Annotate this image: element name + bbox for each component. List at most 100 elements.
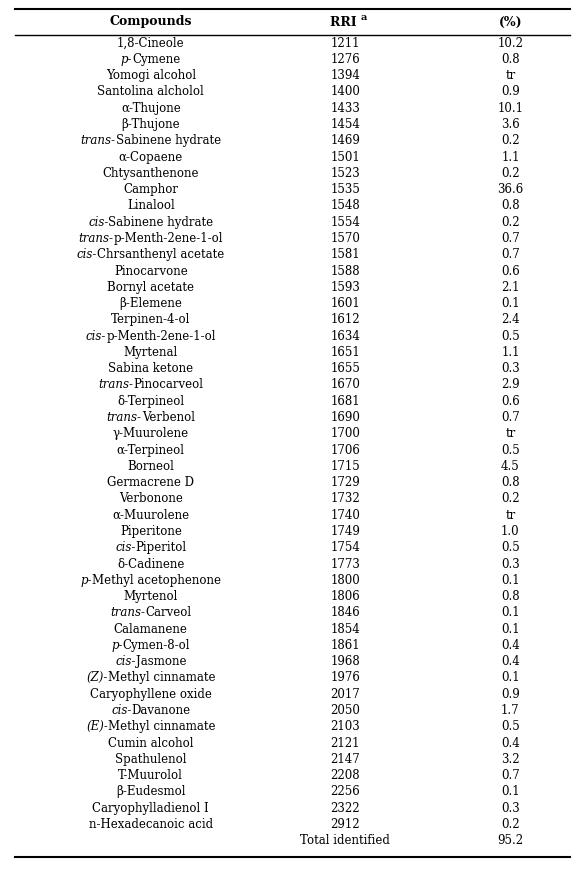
Text: 4.5: 4.5 [501,460,520,473]
Text: 1523: 1523 [330,167,360,180]
Text: 0.5: 0.5 [501,329,520,342]
Text: 1,8-Cineole: 1,8-Cineole [117,36,184,50]
Text: Pinocarveol: Pinocarveol [133,379,204,391]
Text: 0.2: 0.2 [501,135,520,148]
Text: 1211: 1211 [331,36,360,50]
Text: Methyl acetophenone: Methyl acetophenone [92,574,221,587]
Text: α-Thujone: α-Thujone [121,102,181,115]
Text: 0.8: 0.8 [501,53,520,66]
Text: 1400: 1400 [330,85,360,98]
Text: Piperitone: Piperitone [120,525,182,538]
Text: 2.9: 2.9 [501,379,520,391]
Text: 1.1: 1.1 [501,346,520,359]
Text: 2.4: 2.4 [501,314,520,327]
Text: 2147: 2147 [330,753,360,766]
Text: a: a [361,14,367,23]
Text: Myrtenal: Myrtenal [124,346,178,359]
Text: Jasmone: Jasmone [136,655,186,668]
Text: Linalool: Linalool [127,199,175,212]
Text: 0.8: 0.8 [501,476,520,489]
Text: cis-: cis- [115,655,136,668]
Text: Methyl cinnamate: Methyl cinnamate [108,672,215,685]
Text: 0.9: 0.9 [501,85,520,98]
Text: 1.0: 1.0 [501,525,520,538]
Text: Caryophylladienol I: Caryophylladienol I [92,802,209,814]
Text: Sabina ketone: Sabina ketone [108,362,193,375]
Text: tr: tr [505,508,516,521]
Text: 0.5: 0.5 [501,443,520,456]
Text: 1593: 1593 [330,281,360,294]
Text: 0.1: 0.1 [501,607,520,620]
Text: 1670: 1670 [330,379,360,391]
Text: 0.2: 0.2 [501,167,520,180]
Text: cis-: cis- [88,216,108,229]
Text: 1535: 1535 [330,183,360,196]
Text: 1.7: 1.7 [501,704,520,717]
Text: Cymen-8-ol: Cymen-8-ol [123,639,190,652]
Text: 0.4: 0.4 [501,639,520,652]
Text: Sabinene hydrate: Sabinene hydrate [108,216,213,229]
Text: 0.1: 0.1 [501,297,520,310]
Text: 0.7: 0.7 [501,249,520,262]
Text: 1276: 1276 [330,53,360,66]
Text: 2121: 2121 [331,737,360,750]
Text: trans-: trans- [78,232,114,245]
Text: 0.7: 0.7 [501,411,520,424]
Text: Borneol: Borneol [128,460,174,473]
Text: 0.5: 0.5 [501,720,520,733]
Text: Terpinen-4-ol: Terpinen-4-ol [111,314,190,327]
Text: 10.1: 10.1 [498,102,523,115]
Text: Carveol: Carveol [145,607,191,620]
Text: 0.1: 0.1 [501,672,520,685]
Text: 1754: 1754 [330,541,360,554]
Text: Verbonone: Verbonone [119,493,183,506]
Text: 1454: 1454 [330,118,360,131]
Text: 1749: 1749 [330,525,360,538]
Text: 0.2: 0.2 [501,493,520,506]
Text: Verbenol: Verbenol [142,411,195,424]
Text: 1773: 1773 [330,558,360,571]
Text: tr: tr [505,70,516,83]
Text: Caryophyllene oxide: Caryophyllene oxide [90,687,212,700]
Text: Piperitol: Piperitol [135,541,187,554]
Text: Myrtenol: Myrtenol [124,590,178,603]
Text: 0.1: 0.1 [501,786,520,799]
Text: p-: p- [121,53,132,66]
Text: Camphor: Camphor [124,183,178,196]
Text: Spathulenol: Spathulenol [115,753,187,766]
Text: 0.3: 0.3 [501,802,520,814]
Text: 2256: 2256 [330,786,360,799]
Text: 1806: 1806 [330,590,360,603]
Text: 1655: 1655 [330,362,360,375]
Text: 1570: 1570 [330,232,360,245]
Text: α-Terpineol: α-Terpineol [117,443,185,456]
Text: 0.3: 0.3 [501,362,520,375]
Text: 1601: 1601 [330,297,360,310]
Text: 95.2: 95.2 [497,834,524,847]
Text: Yomogi alcohol: Yomogi alcohol [106,70,196,83]
Text: 2050: 2050 [330,704,360,717]
Text: tr: tr [505,428,516,441]
Text: 1740: 1740 [330,508,360,521]
Text: 36.6: 36.6 [497,183,524,196]
Text: trans-: trans- [81,135,116,148]
Text: 0.8: 0.8 [501,590,520,603]
Text: cis-: cis- [111,704,132,717]
Text: 1554: 1554 [330,216,360,229]
Text: 2017: 2017 [330,687,360,700]
Text: 2208: 2208 [330,769,360,782]
Text: cis-: cis- [86,329,106,342]
Text: 2912: 2912 [330,818,360,831]
Text: (Z)-: (Z)- [86,672,108,685]
Text: Methyl cinnamate: Methyl cinnamate [108,720,216,733]
Text: 3.2: 3.2 [501,753,520,766]
Text: Sabinene hydrate: Sabinene hydrate [116,135,221,148]
Text: 1588: 1588 [330,264,360,277]
Text: 1651: 1651 [330,346,360,359]
Text: 1800: 1800 [330,574,360,587]
Text: 1548: 1548 [330,199,360,212]
Text: 0.2: 0.2 [501,818,520,831]
Text: 0.5: 0.5 [501,541,520,554]
Text: 1729: 1729 [330,476,360,489]
Text: β-Elemene: β-Elemene [119,297,182,310]
